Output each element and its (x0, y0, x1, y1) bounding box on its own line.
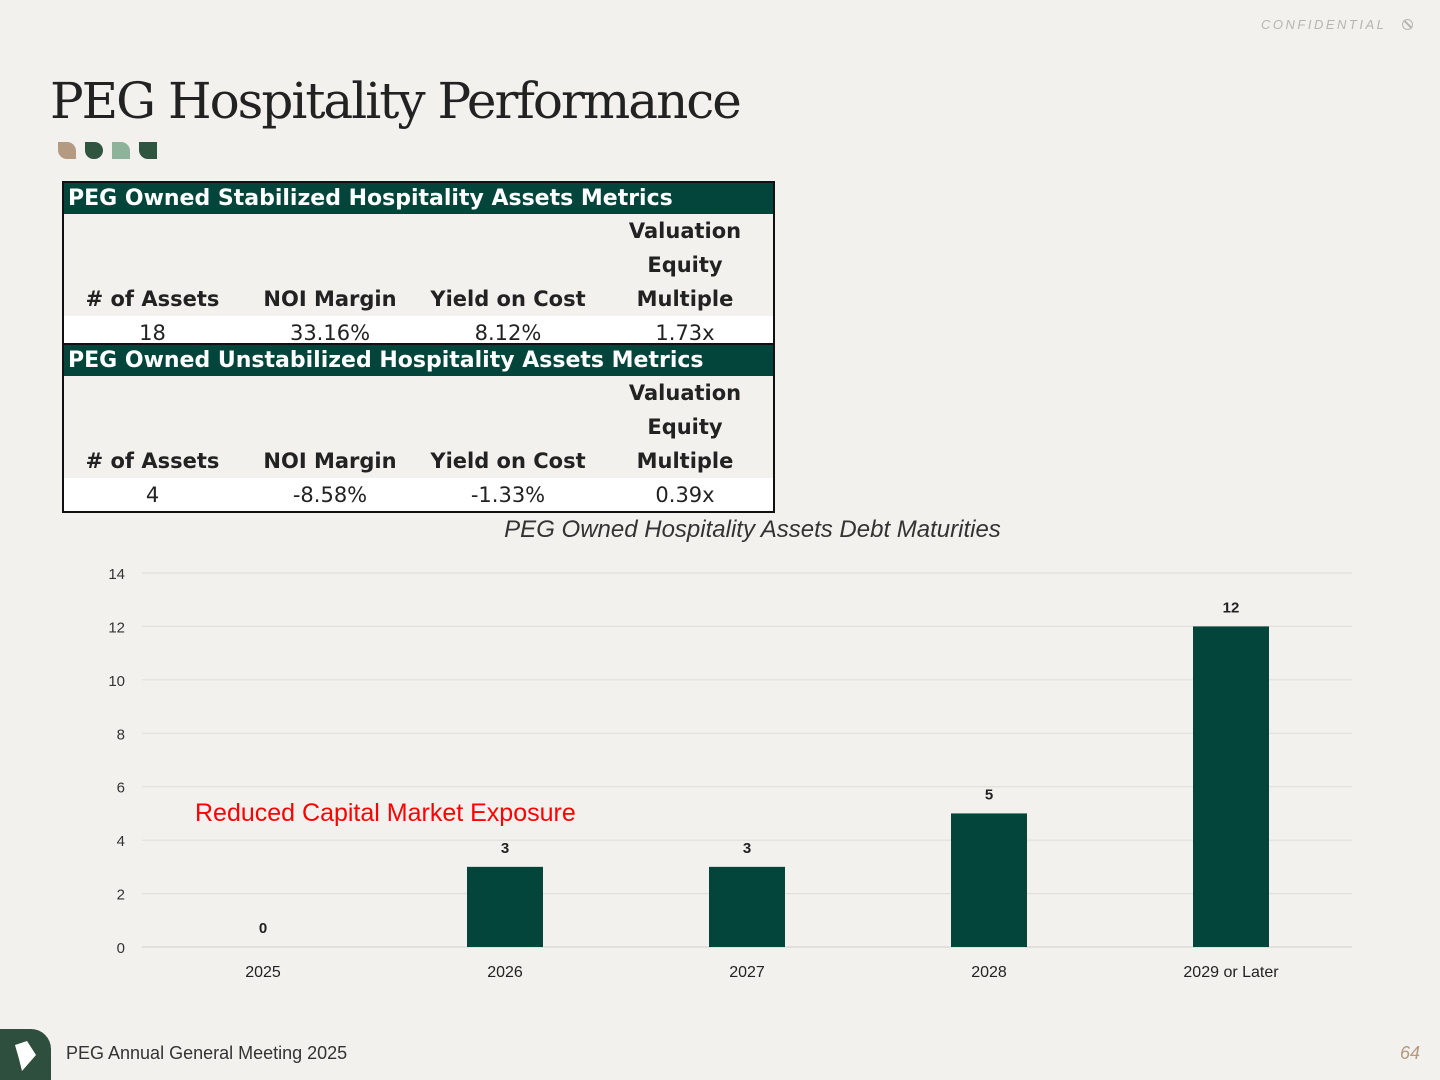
col-header: NOI Margin (241, 376, 419, 478)
no-entry-icon (1402, 19, 1413, 30)
y-tick-label: 4 (117, 833, 125, 850)
bar (1193, 626, 1269, 947)
data-label: 3 (501, 840, 509, 857)
unstabilized-metrics-table: PEG Owned Unstabilized Hospitality Asset… (62, 343, 775, 513)
confidential-label: CONFIDENTIAL (1261, 17, 1387, 32)
col-header: Yield on Cost (419, 376, 597, 478)
footer-text: PEG Annual General Meeting 2025 (66, 1043, 348, 1063)
table-cell: -8.58% (241, 478, 419, 512)
col-header: # of Assets (63, 214, 241, 316)
table-cell: 0.39x (597, 478, 774, 512)
data-label: 5 (985, 786, 993, 803)
col-header: Valuation Equity Multiple (597, 376, 774, 478)
leaf-icon (85, 142, 103, 159)
leaf-logo-icon (15, 1041, 36, 1071)
y-tick-label: 8 (117, 726, 125, 743)
table-title: PEG Owned Stabilized Hospitality Assets … (63, 182, 774, 214)
page-title: PEG Hospitality Performance (50, 72, 742, 130)
y-tick-label: 6 (117, 780, 125, 797)
x-tick-label: 2028 (971, 964, 1007, 981)
y-tick-label: 12 (108, 619, 125, 636)
col-header: NOI Margin (241, 214, 419, 316)
bar (467, 866, 543, 947)
footer-logo (0, 1029, 51, 1080)
x-tick-label: 2027 (729, 964, 765, 981)
y-tick-label: 10 (108, 673, 125, 690)
table-cell: -1.33% (419, 478, 597, 512)
y-tick-label: 0 (117, 940, 125, 957)
leaf-icon (139, 142, 157, 159)
data-label: 0 (259, 920, 267, 937)
bar (951, 813, 1027, 947)
data-label: 3 (743, 840, 751, 857)
data-label: 12 (1223, 599, 1240, 616)
col-header: Valuation Equity Multiple (597, 214, 774, 316)
leaf-icon (58, 142, 76, 159)
page-number: 64 (1400, 1043, 1421, 1063)
table-cell: 4 (63, 478, 241, 512)
leaf-icon (112, 142, 130, 159)
x-tick-label: 2025 (245, 964, 281, 981)
x-tick-label: 2029 or Later (1183, 964, 1279, 981)
x-tick-label: 2026 (487, 964, 523, 981)
col-header: # of Assets (63, 376, 241, 478)
y-tick-label: 14 (108, 566, 125, 583)
chart-title: PEG Owned Hospitality Assets Debt Maturi… (504, 516, 1001, 543)
chart-annotation: Reduced Capital Market Exposure (195, 799, 576, 827)
bar (709, 866, 785, 947)
table-title: PEG Owned Unstabilized Hospitality Asset… (63, 344, 774, 376)
col-header: Yield on Cost (419, 214, 597, 316)
y-tick-label: 2 (117, 887, 125, 904)
